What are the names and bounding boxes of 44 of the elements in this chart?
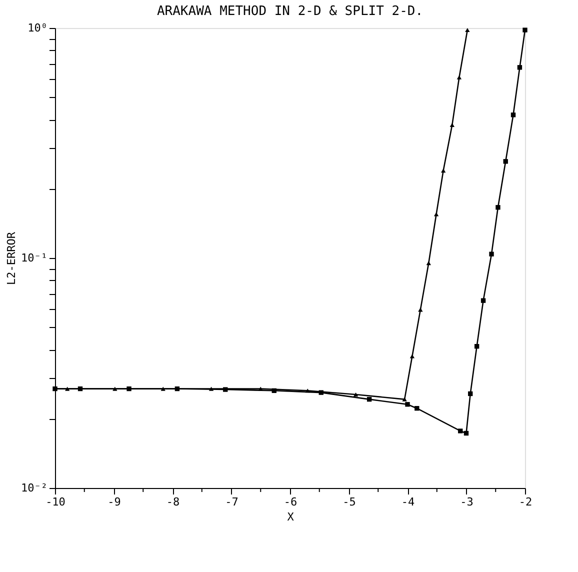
y-axis-title: L2-ERROR [5,232,18,285]
point [318,390,324,395]
x-tick-label: -9 [108,496,121,508]
point [353,392,358,397]
chart-title: ARAKAWA METHOD IN 2-D & SPLIT 2-D. [156,4,424,19]
point [510,112,516,118]
point [78,386,83,392]
x-tick-label: -7 [225,496,238,508]
point [458,428,463,434]
x-tick-label: -8 [166,496,180,508]
point [426,261,431,266]
point [517,65,522,70]
point [522,28,528,32]
point [464,430,469,436]
point [450,122,454,127]
point [503,159,508,164]
point [496,205,500,210]
point [410,354,415,358]
point [402,397,407,402]
x-axis-title: X [287,510,294,524]
point [474,344,480,349]
point [489,252,494,256]
point [456,75,462,80]
point [434,212,439,216]
point [468,391,473,396]
x-tick-label: -6 [284,496,298,508]
point [272,388,276,393]
x-tick-label: -4 [401,496,415,508]
point [440,168,446,173]
point [126,386,132,392]
point [366,396,372,402]
point [405,402,410,407]
x-tick-label: -3 [460,496,474,508]
y-tick-label: 10⁻¹ [21,252,48,264]
point [223,387,228,392]
point [414,406,420,411]
x-tick-label: -5 [342,496,356,508]
y-tick-label: 10⁰ [28,22,48,34]
x-tick-label: -10 [46,496,66,508]
y-tick-label: 10⁻² [21,482,48,494]
point [465,28,470,32]
point [174,386,180,392]
point [480,298,486,303]
x-tick-label: -2 [518,496,532,508]
